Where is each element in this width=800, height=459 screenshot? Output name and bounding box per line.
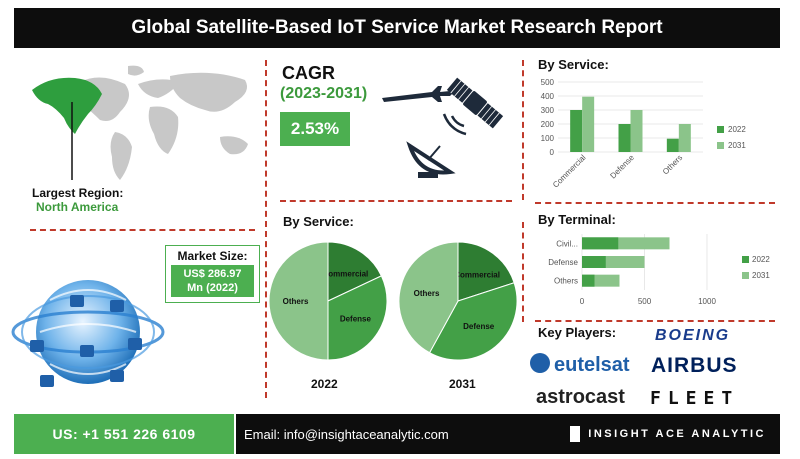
x-tick-label: 0: [580, 297, 585, 306]
y-tick-label: 100: [541, 134, 555, 143]
x-tick-label: 1000: [698, 297, 716, 306]
cagr-period: (2023-2031): [280, 85, 368, 102]
pie-year-2022: 2022: [311, 377, 338, 391]
signal-waves-icon: [442, 113, 467, 136]
boeing-logo: BOEING: [655, 327, 731, 344]
y-tick-label: 300: [541, 106, 555, 115]
divider-right-h1: [535, 202, 775, 204]
airbus-logo: AIRBUS: [651, 354, 738, 377]
pie-chart-2031: Commercial Defense Others: [398, 241, 518, 361]
pie-slice-commercial: [327, 241, 383, 302]
pie-slice-defense: [428, 282, 518, 361]
market-size-value-line2: Mn (2022): [187, 282, 238, 294]
divider-left-h: [30, 229, 255, 231]
pie-label-others: Others: [283, 297, 309, 306]
astrocast-logo: astrocast: [536, 386, 625, 408]
bar-others-2031: [678, 124, 691, 152]
legend-label: 2031: [752, 271, 770, 280]
pie-slice-others: [398, 241, 459, 354]
divider-center-h: [280, 200, 512, 202]
world-map: [32, 65, 248, 180]
y-tick-label: 200: [541, 120, 555, 129]
x-tick-label: Commercial: [551, 153, 588, 190]
footer-email-bar: Email: info@insightaceanalytic.com INSIG…: [236, 414, 780, 454]
y-tick-label: 0: [550, 148, 555, 157]
x-tick-label: Defense: [608, 153, 636, 181]
satellite-illustration: [382, 77, 504, 178]
y-tick-label: Others: [554, 277, 578, 286]
pie-year-2031: 2031: [449, 377, 476, 391]
divider-right-top: [522, 60, 524, 200]
fleet-logo: FLEET: [650, 388, 740, 409]
legend-swatch: [742, 272, 749, 279]
pie-label-others: Others: [414, 289, 440, 298]
bar-commercial-2022: [570, 110, 583, 152]
divider-right-mid: [522, 222, 524, 322]
bar-commercial-2031: [582, 96, 595, 152]
pie-chart-2022: Commercial Defense Others: [268, 241, 388, 361]
market-size-value-line1: US$ 286.97: [183, 268, 242, 280]
pie-label-defense: Defense: [463, 322, 495, 331]
pie-label-commercial: Commercial: [322, 270, 368, 279]
divider-left: [265, 60, 267, 398]
satellite-icon: [446, 77, 504, 129]
y-tick-label: Civil...: [556, 239, 578, 248]
market-size-label: Market Size:: [177, 249, 248, 263]
bar-civil-2022: [582, 237, 619, 250]
legend-label: 2022: [752, 255, 770, 264]
footer-email: Email: info@insightaceanalytic.com: [244, 426, 449, 442]
divider-right-h2: [535, 320, 775, 322]
airplane-icon: [382, 86, 454, 102]
bar-others-2022: [666, 138, 679, 152]
legend-swatch: [742, 256, 749, 263]
market-size-box: Market Size: US$ 286.97 Mn (2022): [165, 245, 260, 303]
footer-brand-text: INSIGHT ACE ANALYTIC: [588, 427, 766, 440]
cagr-value: 2.53%: [280, 112, 350, 146]
pie-slice-commercial: [457, 241, 515, 302]
footer-phone: US: +1 551 226 6109: [14, 414, 234, 454]
y-tick-label: 500: [541, 78, 555, 87]
legend-label: 2031: [728, 141, 746, 150]
by-terminal-bar-chart: 0 500 1000 Civil... Defense Others 2022 2031: [548, 234, 770, 306]
x-tick-label: Others: [661, 153, 684, 176]
satellite-dish-icon: [406, 141, 456, 178]
key-players-title: Key Players:: [538, 325, 617, 340]
pie-label-commercial: Commercial: [454, 271, 500, 280]
y-tick-label: Defense: [548, 258, 578, 267]
footer-brand: INSIGHT ACE ANALYTIC: [570, 426, 766, 442]
x-tick-label: 500: [638, 297, 652, 306]
by-terminal-title: By Terminal:: [538, 212, 616, 227]
bar-defense-2022: [582, 256, 606, 268]
by-service-bar-chart: 0 100 200 300 400 500 Commercial Defense Others 2…: [541, 78, 747, 190]
legend-swatch: [717, 126, 724, 133]
pie-section-title: By Service:: [283, 214, 354, 229]
by-service-bar-title: By Service:: [538, 57, 609, 72]
cagr-label: CAGR: [282, 63, 335, 83]
eutelsat-logo-icon: [530, 353, 550, 373]
brand-logo-icon: [570, 426, 581, 442]
legend-label: 2022: [728, 125, 746, 134]
pie-slice-others: [268, 241, 329, 361]
globe-network-graphic: [11, 280, 165, 387]
pie-label-defense: Defense: [340, 314, 372, 323]
bar-others-2022: [582, 274, 595, 287]
largest-region-value: North America: [36, 200, 119, 214]
legend-swatch: [717, 142, 724, 149]
report-title: Global Satellite-Based IoT Service Marke…: [14, 8, 780, 48]
bar-defense-2022: [618, 124, 631, 152]
market-size-value: US$ 286.97 Mn (2022): [171, 265, 254, 297]
largest-region-label: Largest Region:: [32, 186, 124, 200]
eutelsat-logo: eutelsat: [554, 354, 630, 376]
pie-slice-defense: [327, 275, 388, 361]
bar-defense-2031: [630, 110, 643, 152]
y-tick-label: 400: [541, 92, 555, 101]
